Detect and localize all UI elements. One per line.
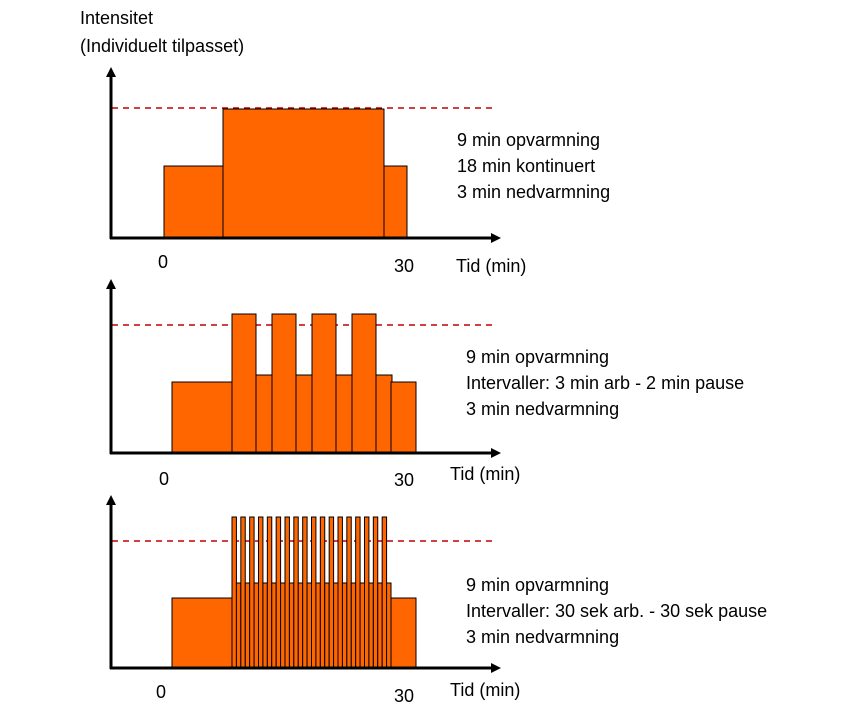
interval-work-bar	[293, 516, 299, 669]
interval-pause-bar	[341, 582, 348, 669]
interval-pause-bar	[253, 582, 260, 669]
interval-work-bar	[284, 516, 290, 669]
description-1-line-2: 18 min kontinuert	[457, 156, 595, 176]
interval-pause-bar	[368, 582, 374, 669]
description-1-line-3: 3 min nedvarmning	[457, 182, 610, 202]
interval-work-bar	[381, 516, 388, 669]
interval-work-bar	[319, 516, 326, 669]
x-tick-start-2: 0	[159, 469, 169, 489]
interval-pause-bar	[280, 582, 286, 669]
interval-work-bar	[275, 516, 282, 669]
interval-bars-2	[231, 313, 393, 454]
y-axis-label-line-1: Intensitet	[80, 8, 153, 28]
panel-intervals-30sec: 0 30 Tid (min) 9 min opvarmning Interval…	[106, 495, 767, 706]
interval-pause-bar	[306, 582, 312, 669]
interval-pause-bar	[324, 582, 330, 669]
interval-work-bar	[337, 516, 343, 669]
interval-work-bar	[346, 516, 352, 669]
bar-warmup-1	[163, 165, 224, 239]
bar-cooldown-1	[383, 165, 408, 239]
description-1-line-1: 9 min opvarmning	[457, 130, 600, 150]
interval-bars-3	[231, 516, 392, 669]
interval-work-bar	[351, 313, 377, 454]
x-tick-start-1: 0	[158, 252, 168, 272]
interval-pause-bar	[297, 582, 304, 669]
interval-pause-bar	[315, 582, 321, 669]
x-axis-label-1: Tid (min)	[456, 256, 526, 276]
interval-work-bar	[240, 516, 246, 669]
interval-work-bar	[355, 516, 361, 669]
interval-work-bar	[364, 516, 370, 669]
interval-pause-bar	[375, 374, 393, 454]
interval-work-bar	[258, 516, 264, 669]
x-tick-end-2: 30	[394, 470, 414, 490]
panel-intervals-3min: 0 30 Tid (min) 9 min opvarmning Interval…	[106, 279, 744, 490]
interval-work-bar	[271, 313, 297, 454]
interval-work-bar	[372, 516, 379, 669]
interval-pause-bar	[386, 582, 392, 669]
interval-work-bar	[311, 516, 317, 669]
interval-work-bar	[302, 516, 308, 669]
interval-work-bar	[231, 516, 237, 669]
interval-pause-bar	[359, 582, 365, 669]
interval-pause-bar	[255, 374, 273, 454]
y-axis-label-line-2: (Individuelt tilpasset)	[80, 36, 244, 56]
interval-work-bar	[249, 516, 255, 669]
interval-pause-bar	[335, 374, 353, 454]
interval-pause-bar	[288, 582, 295, 669]
x-tick-start-3: 0	[156, 682, 166, 702]
interval-pause-bar	[262, 582, 268, 669]
description-3-line-2: Intervaller: 30 sek arb. - 30 sek pause	[466, 601, 767, 621]
interval-pause-bar	[333, 582, 339, 669]
description-2-line-3: 3 min nedvarmning	[466, 399, 619, 419]
description-3-line-1: 9 min opvarmning	[466, 575, 609, 595]
x-axis-label-2: Tid (min)	[450, 464, 520, 484]
bar-warmup-3	[171, 597, 233, 669]
bar-cooldown-2	[390, 381, 417, 454]
x-tick-end-1: 30	[394, 256, 414, 276]
interval-work-bar	[266, 516, 273, 669]
description-2-line-2: Intervaller: 3 min arb - 2 min pause	[466, 373, 744, 393]
x-tick-end-3: 30	[394, 686, 414, 706]
interval-pause-bar	[244, 582, 251, 669]
interval-work-bar	[328, 516, 335, 669]
interval-work-bar	[311, 313, 337, 454]
bar-continuous-1	[222, 108, 385, 239]
interval-pause-bar	[271, 582, 277, 669]
bar-cooldown-3	[390, 597, 417, 669]
interval-pause-bar	[235, 582, 242, 669]
bar-warmup-2	[171, 381, 233, 454]
interval-pause-bar	[295, 374, 313, 454]
description-3-line-3: 3 min nedvarmning	[466, 627, 619, 647]
interval-work-bar	[231, 313, 257, 454]
interval-pause-bar	[377, 582, 383, 669]
x-axis-label-3: Tid (min)	[450, 680, 520, 700]
panel-continuous: 0 30 Tid (min) 9 min opvarmning 18 min k…	[106, 67, 610, 276]
description-2-line-1: 9 min opvarmning	[466, 347, 609, 367]
interval-pause-bar	[350, 582, 357, 669]
